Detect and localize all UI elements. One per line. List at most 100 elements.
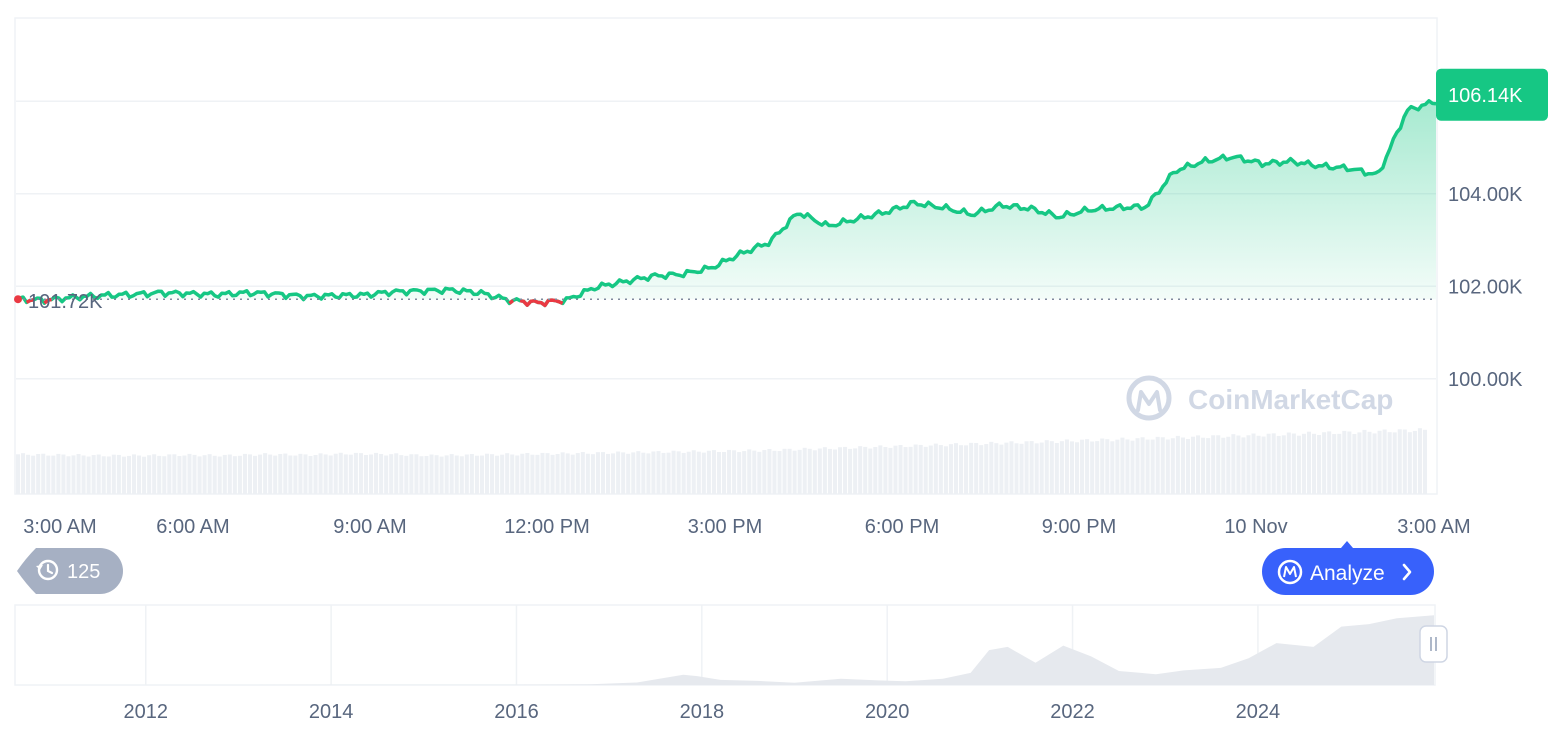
volume-bar xyxy=(1296,435,1301,494)
volume-bar xyxy=(454,455,459,494)
x-tick-label: 12:00 PM xyxy=(504,516,590,538)
volume-bar xyxy=(606,453,611,494)
open-price-dot xyxy=(14,295,22,304)
volume-bar xyxy=(1372,433,1377,494)
navigator-handle[interactable] xyxy=(1419,625,1448,663)
volume-bar xyxy=(353,452,358,494)
current-price-tag-bg xyxy=(1436,68,1548,121)
y-tick-label: 100.00K xyxy=(1448,369,1523,391)
volume-bar xyxy=(192,454,197,494)
volume-bar xyxy=(1211,435,1216,494)
volume-bar xyxy=(1140,437,1145,494)
volume-bar xyxy=(1180,437,1185,494)
x-tick-label: 3:00 AM xyxy=(23,516,96,538)
volume-bar xyxy=(737,452,742,494)
volume-bar xyxy=(636,451,641,494)
volume-bar xyxy=(802,447,807,494)
volume-bar xyxy=(797,449,802,494)
volume-bar xyxy=(671,450,676,494)
volume-bar xyxy=(500,454,505,494)
volume-bar xyxy=(409,454,414,494)
history-badge[interactable]: 125 xyxy=(17,548,123,594)
volume-bar xyxy=(1417,428,1422,494)
volume-bar xyxy=(177,456,182,494)
volume-bar xyxy=(550,454,555,494)
volume-bar xyxy=(303,454,308,494)
volume-bar xyxy=(1337,433,1342,494)
volume-bar xyxy=(479,455,484,494)
navigator-tick-label: 2016 xyxy=(494,701,539,723)
volume-bar xyxy=(999,444,1004,494)
volume-bar xyxy=(661,452,666,494)
volume-bar xyxy=(1029,441,1034,494)
volume-bar xyxy=(1014,443,1019,494)
volume-bar xyxy=(1271,433,1276,494)
volume-bar xyxy=(389,454,394,494)
volume-bar xyxy=(565,453,570,494)
volume-bar xyxy=(227,454,232,494)
volume-bar xyxy=(933,443,938,494)
volume-bar xyxy=(1256,435,1261,494)
volume-bar xyxy=(258,454,263,494)
analyze-button-bg[interactable] xyxy=(1262,548,1434,595)
volume-bar xyxy=(666,452,671,494)
volume-bar xyxy=(484,453,490,494)
volume-bar xyxy=(495,455,500,494)
x-tick-label: 3:00 AM xyxy=(1397,516,1470,538)
current-price-label: 106.14K xyxy=(1448,85,1523,107)
volume-bar xyxy=(1407,432,1412,494)
volume-bar xyxy=(555,454,560,494)
x-axis: 3:00 AM 6:00 AM 9:00 AM 12:00 PM 3:00 PM 6:00… xyxy=(23,516,1470,538)
volume-bar xyxy=(853,448,858,494)
volume-bar xyxy=(1251,433,1256,494)
volume-bar xyxy=(31,455,36,494)
volume-bar xyxy=(752,450,757,494)
volume-bar xyxy=(1362,429,1367,494)
watermark: CoinMarketCap xyxy=(1126,375,1393,421)
volume-bar xyxy=(863,446,868,494)
x-tick-label: 6:00 PM xyxy=(865,516,939,538)
analyze-button[interactable]: Analyze xyxy=(1262,541,1434,595)
volume-bar xyxy=(732,450,737,494)
volume-bar xyxy=(1246,435,1251,494)
volume-bar xyxy=(722,451,727,494)
volume-bar xyxy=(313,454,318,494)
volume-bar xyxy=(1069,441,1074,494)
volume-bar xyxy=(641,452,646,494)
volume-bar xyxy=(984,444,989,494)
volume-bar xyxy=(762,450,767,494)
volume-bar xyxy=(1216,435,1221,494)
price-line-segment-down xyxy=(519,298,564,308)
volume-bar xyxy=(253,455,258,494)
volume-bar xyxy=(1145,439,1150,494)
volume-bar xyxy=(207,454,212,494)
volume-bar xyxy=(520,453,525,494)
current-price-tag: 106.14K xyxy=(1436,68,1548,121)
volume-bar xyxy=(1206,438,1211,494)
x-tick-label: 3:00 PM xyxy=(688,516,762,538)
volume-bar xyxy=(464,454,469,494)
volume-bar xyxy=(510,454,515,494)
volume-bar xyxy=(812,450,817,494)
navigator-handle-bg[interactable] xyxy=(1419,625,1448,663)
volume-bar xyxy=(1241,437,1246,494)
analyze-pointer xyxy=(1341,541,1353,548)
volume-bar xyxy=(474,455,479,494)
volume-bar xyxy=(1266,433,1271,494)
history-badge-bg[interactable] xyxy=(17,548,123,594)
volume-bar xyxy=(742,451,747,494)
volume-bar xyxy=(1382,429,1387,494)
volume-bar xyxy=(711,450,716,494)
volume-bar xyxy=(1412,430,1417,494)
volume-bar xyxy=(283,453,288,494)
navigator[interactable]: 2012 2014 2016 2018 2020 2022 2024 xyxy=(14,604,1448,723)
x-tick-label: 9:00 AM xyxy=(333,516,406,538)
volume-bar xyxy=(61,454,66,494)
volume-bar xyxy=(212,455,217,494)
volume-bar xyxy=(767,449,772,494)
volume-bar xyxy=(1130,440,1135,494)
volume-bar xyxy=(1231,434,1236,494)
volume-bar xyxy=(439,456,444,494)
volume-bar xyxy=(328,455,333,494)
volume-bar xyxy=(1009,441,1014,494)
